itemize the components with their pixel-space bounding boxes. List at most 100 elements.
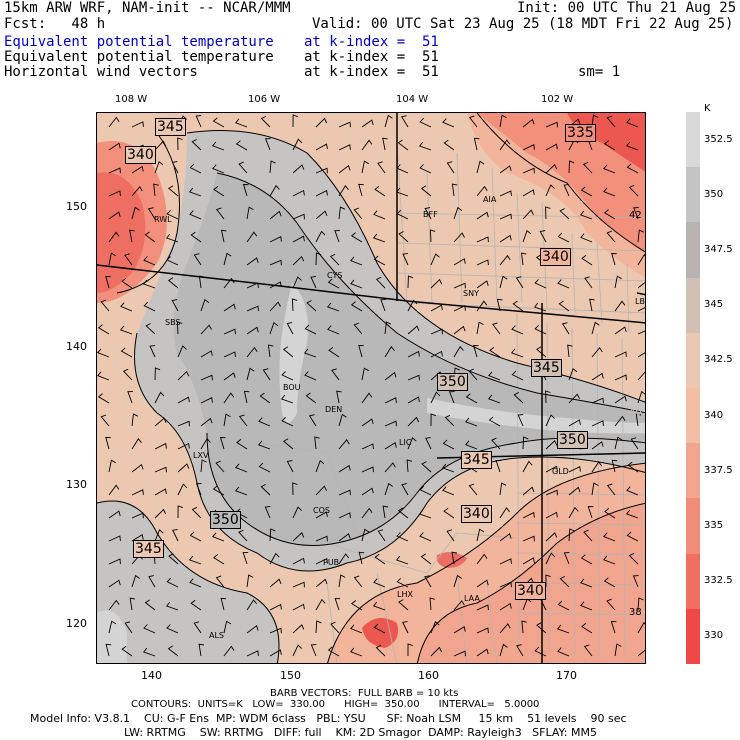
wind-barb <box>286 322 294 335</box>
wind-barb <box>338 439 350 450</box>
wind-barb <box>606 483 616 496</box>
wind-barb <box>563 184 570 197</box>
wind-barb <box>402 253 409 266</box>
wind-barb <box>326 302 340 312</box>
wind-barb <box>591 372 604 381</box>
wind-barb <box>557 279 570 289</box>
wind-barb <box>522 436 529 450</box>
colorbar-label: 347.5 <box>704 244 733 255</box>
wind-barb <box>168 553 179 565</box>
wind-barb <box>591 321 600 335</box>
wind-barb <box>198 275 205 289</box>
wind-barb <box>235 463 248 473</box>
wind-barb <box>473 137 480 151</box>
wind-barb <box>361 528 370 542</box>
wind-barb <box>246 650 259 657</box>
wind-barb <box>499 602 512 611</box>
station-bff: BFF <box>423 210 438 219</box>
wind-barb <box>407 416 420 427</box>
wind-barb <box>476 236 489 243</box>
wind-barb <box>235 118 248 128</box>
wind-barb <box>637 621 645 634</box>
model-info-line-2: LW: RRTMG SW: RRTMG DIFF: full KM: 2D Sm… <box>124 726 597 739</box>
wind-barb <box>166 256 179 266</box>
wind-barb <box>446 161 455 174</box>
wind-barb <box>511 370 524 381</box>
wind-barb <box>603 209 616 220</box>
wind-barb <box>304 324 317 335</box>
wind-barb <box>269 259 282 266</box>
wind-barb <box>603 187 616 197</box>
wind-barb <box>453 574 462 588</box>
wind-barb <box>382 505 389 519</box>
wind-barb <box>606 115 616 128</box>
wind-barb <box>372 601 386 611</box>
wind-barb <box>235 140 248 151</box>
wind-barb <box>193 621 202 634</box>
wind-barb <box>223 328 236 335</box>
station-bou: BOU <box>283 383 301 392</box>
wind-barb <box>557 600 570 611</box>
wind-barb <box>236 439 248 450</box>
grid-x-label-140: 140 <box>141 669 162 682</box>
wind-barb <box>603 532 616 542</box>
wind-barb <box>292 532 305 542</box>
wind-barb <box>465 417 478 427</box>
field-grey-light <box>279 283 308 423</box>
wind-barb <box>443 507 455 519</box>
wind-barb <box>172 529 179 542</box>
wind-barb <box>193 253 202 266</box>
station-rwl: RWL <box>154 215 172 224</box>
wind-barb <box>419 164 432 174</box>
wind-barb <box>522 557 535 565</box>
wind-barb <box>637 352 645 358</box>
wind-barb <box>476 259 489 266</box>
wind-barb <box>269 578 282 588</box>
wind-barb <box>246 206 254 220</box>
wind-barb <box>200 459 207 473</box>
wind-barb <box>465 393 478 404</box>
colorbar-label: 335 <box>704 520 724 531</box>
wind-barb <box>282 346 294 358</box>
wind-barb <box>338 185 349 197</box>
wind-barb <box>303 348 317 358</box>
wind-barb <box>603 164 616 174</box>
wind-barb <box>635 413 642 427</box>
wind-barb <box>338 121 351 128</box>
wind-barb <box>213 186 225 197</box>
wind-barb <box>476 211 489 220</box>
wind-barb <box>119 325 133 335</box>
wind-barb <box>517 414 524 427</box>
field-grey-sw-light <box>97 610 127 663</box>
valid-time: Valid: 00 UTC Sat 23 Aug 25 (18 MDT Fri … <box>312 16 734 32</box>
wind-barb <box>327 278 340 289</box>
wind-barb <box>476 528 485 542</box>
wind-barb <box>637 281 645 289</box>
wind-barb <box>476 185 488 197</box>
station-sbs: SBS <box>165 318 181 327</box>
wind-barb <box>568 393 580 404</box>
wind-barb <box>310 644 317 657</box>
wind-barb <box>637 371 645 381</box>
wind-barb <box>453 206 463 220</box>
colorbar-swatch <box>686 112 700 168</box>
wind-barb <box>384 420 397 427</box>
wind-barb <box>131 413 139 427</box>
wind-barb <box>190 231 202 243</box>
wind-barb <box>212 117 225 128</box>
wind-barb <box>246 574 254 588</box>
wind-barb <box>384 346 395 358</box>
station-cos: COS <box>313 506 330 515</box>
wind-barb <box>591 397 604 404</box>
wind-barb <box>522 118 535 128</box>
wind-barb <box>361 119 374 128</box>
wind-barb <box>476 553 488 565</box>
wind-barb <box>545 511 558 519</box>
wind-barb <box>242 552 249 565</box>
wind-barb <box>142 647 156 657</box>
map-canvas <box>97 113 645 663</box>
wind-barb <box>361 466 374 473</box>
wind-barb <box>223 252 232 266</box>
wind-barb <box>468 483 478 496</box>
wind-barb <box>568 367 578 381</box>
